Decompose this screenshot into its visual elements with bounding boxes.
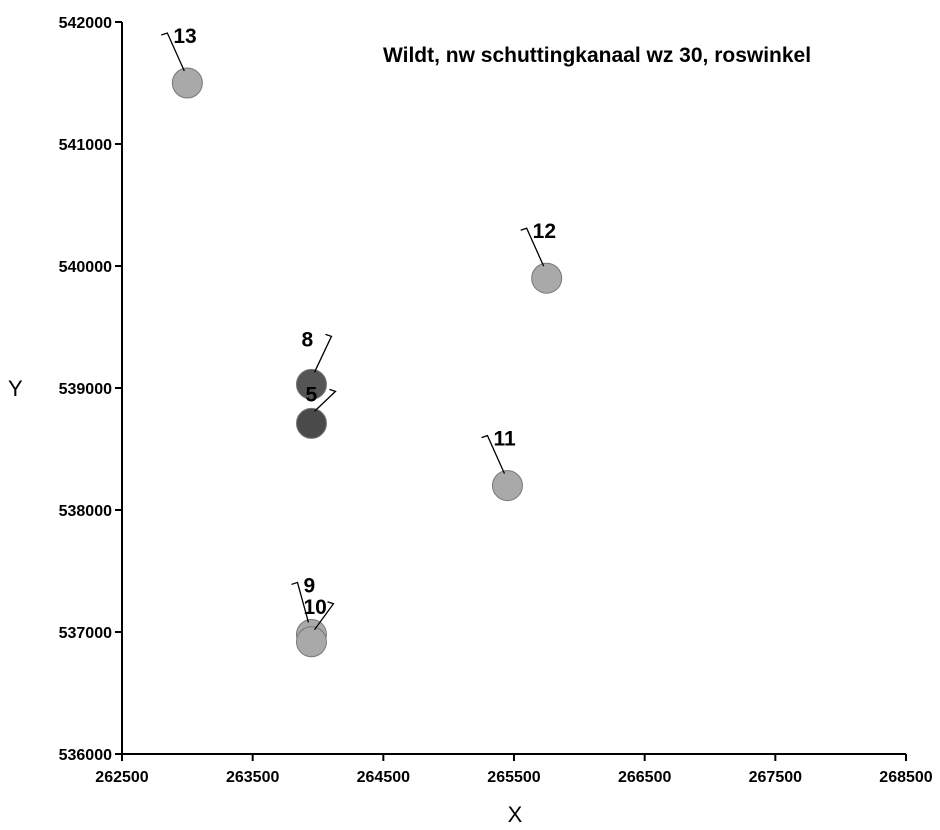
data-point-13: 13 [161, 25, 203, 99]
point-marker [295, 407, 327, 439]
x-axis-label: X [508, 802, 523, 827]
x-tick-label: 265500 [487, 769, 540, 786]
x-tick-label: 268500 [879, 769, 932, 786]
data-point-5: 5 [295, 383, 337, 439]
y-axis-label: Y [8, 376, 23, 401]
leader-line [481, 434, 506, 474]
point-label: 9 [303, 574, 315, 597]
x-tick-label: 267500 [749, 769, 802, 786]
point-marker [171, 67, 203, 99]
leader-line [520, 227, 545, 267]
data-point-11: 11 [481, 428, 523, 502]
x-tick-label: 266500 [618, 769, 671, 786]
leader-line [313, 601, 335, 631]
point-label: 12 [533, 220, 556, 243]
data-point-8: 8 [295, 328, 333, 400]
x-tick-label: 263500 [226, 769, 279, 786]
axes: 536000 537000 538000 539000 540000 541000 5420… [59, 15, 933, 786]
y-tick-label: 537000 [59, 625, 112, 642]
point-marker [531, 262, 563, 294]
data-point-10: 10 [295, 596, 335, 658]
y-tick-label: 539000 [59, 381, 112, 398]
leader-line [314, 388, 337, 412]
x-tick-label: 262500 [95, 769, 148, 786]
x-tick-label: 264500 [357, 769, 410, 786]
point-label: 11 [493, 428, 516, 451]
point-label: 10 [303, 596, 326, 619]
chart-title: Wildt, nw schuttingkanaal wz 30, roswink… [383, 44, 811, 67]
y-tick-label: 541000 [59, 137, 112, 154]
leader-line [161, 32, 185, 72]
point-marker [491, 470, 523, 502]
y-tick-label: 540000 [59, 259, 112, 276]
leader-line [313, 333, 333, 373]
y-tick-label: 536000 [59, 747, 112, 764]
point-marker [295, 626, 327, 658]
point-label: 5 [305, 383, 317, 406]
data-point-12: 12 [520, 220, 563, 294]
y-tick-label: 538000 [59, 503, 112, 520]
point-label: 8 [301, 328, 313, 351]
data-points: 13 12 11 8 5 910 [161, 25, 563, 658]
leader-line [291, 581, 310, 623]
point-marker [295, 368, 327, 400]
point-label: 13 [173, 25, 196, 48]
y-tick-label: 542000 [59, 15, 112, 32]
